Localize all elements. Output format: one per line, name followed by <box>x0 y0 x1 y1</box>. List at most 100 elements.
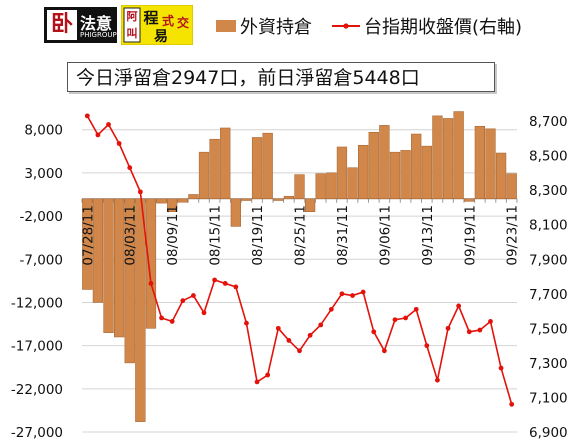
x-tick-label: 09/06/11 <box>377 205 393 266</box>
x-axis-ticks: 07/28/11 08/03/11 08/09/11 08/15/11 08/19/11… <box>80 205 520 266</box>
x-tick-label: 07/28/11 <box>80 205 96 266</box>
bar <box>283 195 295 200</box>
price-point <box>137 189 143 195</box>
x-tick-label: 08/03/11 <box>123 205 139 266</box>
bar <box>188 194 199 200</box>
price-point <box>381 348 387 354</box>
price-point <box>159 315 164 321</box>
bar <box>368 132 379 200</box>
bar <box>336 146 348 200</box>
right-tick-label: 8,300 <box>529 183 568 199</box>
bar <box>326 172 337 200</box>
price-point <box>116 141 122 146</box>
bar <box>294 174 305 200</box>
bar <box>400 150 411 200</box>
price-point <box>180 298 186 304</box>
price-point <box>328 306 334 312</box>
right-tick-label: 7,100 <box>529 390 568 406</box>
bar <box>220 127 231 200</box>
x-tick-label: 09/13/11 <box>420 205 436 266</box>
bar <box>389 151 401 200</box>
bar <box>495 152 507 200</box>
price-point <box>403 315 408 321</box>
legend-label-bars: 外資持倉 <box>240 17 312 38</box>
bar <box>177 198 188 203</box>
right-tick-label: 8,700 <box>529 114 568 130</box>
bar <box>347 167 358 200</box>
price-point <box>106 122 111 127</box>
logo-brand-sub: PHIGROUP <box>80 31 117 39</box>
right-tick-label: 7,500 <box>529 321 568 337</box>
right-tick-label: 7,700 <box>529 287 568 303</box>
bar <box>464 198 475 202</box>
price-point <box>169 319 175 324</box>
bar <box>315 173 326 200</box>
price-point <box>350 293 355 298</box>
price-point <box>339 291 345 297</box>
bar <box>124 198 135 364</box>
phigroup-logo: 卧 法意 PHIGROUP <box>44 7 117 43</box>
right-tick-label: 8,100 <box>529 218 568 234</box>
bar <box>411 133 422 200</box>
bar <box>114 198 125 338</box>
right-tick-label: 7,900 <box>529 252 568 268</box>
right-tick-label: 6,900 <box>529 425 568 441</box>
left-tick-label: -12,000 <box>11 295 63 311</box>
svg-text:易: 易 <box>154 29 168 45</box>
legend: 外資持倉 台指期收盤價(右軸) <box>216 17 522 38</box>
program-trading-logo: 阿 叫 程 式 交 易 <box>121 5 193 45</box>
bar-series <box>82 111 517 422</box>
svg-text:交: 交 <box>177 15 189 30</box>
bar <box>198 151 210 200</box>
bar <box>167 198 178 212</box>
price-point <box>201 310 207 316</box>
x-tick-label: 08/19/11 <box>250 205 266 266</box>
price-point <box>488 319 493 324</box>
bar <box>92 198 104 303</box>
price-point <box>222 281 228 286</box>
bar <box>156 198 167 204</box>
x-tick-label: 08/09/11 <box>165 205 181 266</box>
price-point <box>265 372 271 378</box>
price-point <box>360 289 366 295</box>
left-tick-label: -22,000 <box>11 382 63 398</box>
bar <box>251 137 263 200</box>
svg-text:阿: 阿 <box>127 9 138 23</box>
price-point <box>307 332 313 338</box>
price-point <box>191 293 196 298</box>
bar <box>442 118 454 200</box>
bar <box>506 173 517 200</box>
price-point <box>456 303 462 309</box>
price-point <box>509 401 515 407</box>
price-point <box>254 379 260 385</box>
svg-text:叫: 叫 <box>127 26 138 40</box>
bar <box>262 132 273 200</box>
price-point <box>127 165 133 171</box>
price-point <box>435 377 440 383</box>
legend-swatch-bars <box>216 20 236 32</box>
bar <box>474 125 485 200</box>
price-point <box>275 325 281 331</box>
price-point <box>318 322 324 328</box>
price-point <box>95 132 101 138</box>
left-tick-label: 3,000 <box>24 166 63 182</box>
price-point <box>233 284 239 290</box>
right-tick-label: 8,500 <box>529 149 568 165</box>
bar <box>485 128 496 200</box>
bar <box>358 144 369 200</box>
price-point <box>244 320 249 326</box>
right-tick-label: 7,300 <box>529 356 568 372</box>
bar <box>421 145 432 200</box>
price-point <box>445 325 451 331</box>
price-point <box>392 317 398 323</box>
x-tick-label: 08/31/11 <box>335 205 351 266</box>
price-point <box>413 306 419 312</box>
x-tick-label: 08/25/11 <box>293 205 309 266</box>
x-tick-label: 09/19/11 <box>462 205 478 266</box>
left-tick-label: -7,000 <box>19 252 63 268</box>
price-point <box>424 343 430 349</box>
left-tick-label: -27,000 <box>11 425 63 441</box>
left-axis-ticks: 8,000 3,000 -2,000 -7,000 -12,000 -17,000 -22,… <box>11 123 63 441</box>
bar <box>241 198 252 201</box>
